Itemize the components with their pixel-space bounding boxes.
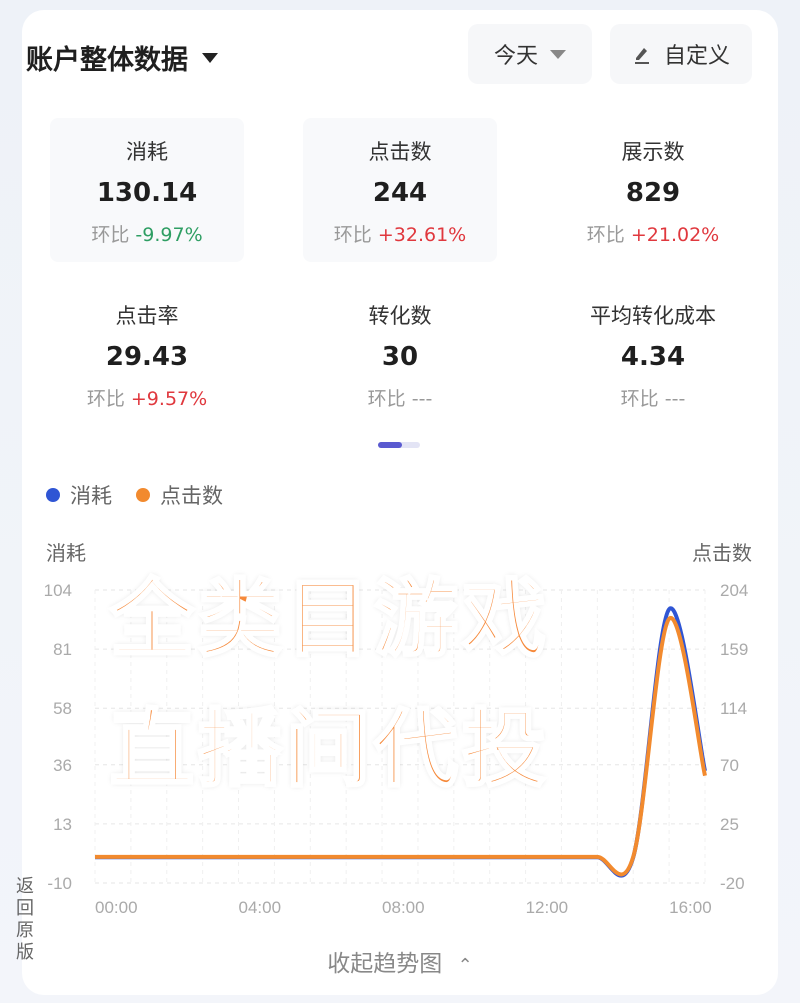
watermark-line2: 直播间代投 bbox=[108, 699, 551, 800]
x-tick-label: 00:00 bbox=[95, 898, 138, 917]
caret-down-icon bbox=[202, 52, 218, 63]
metric-change: 环比 --- bbox=[620, 388, 686, 410]
metric-value: 4.34 bbox=[620, 342, 686, 372]
right-tick-label: 25 bbox=[720, 815, 739, 834]
watermark-line1: 全类目游戏 bbox=[108, 569, 551, 670]
collapse-label: 收起趋势图 bbox=[327, 951, 443, 977]
legend-spend[interactable]: 消耗 bbox=[46, 480, 112, 510]
metric-label: 点击率 bbox=[115, 304, 179, 328]
pager-active bbox=[378, 442, 402, 448]
x-tick-label: 12:00 bbox=[526, 898, 569, 917]
metric-change: 环比 +32.61% bbox=[333, 224, 467, 246]
left-axis-label: 消耗 bbox=[46, 541, 86, 565]
metric-value: 130.14 bbox=[96, 178, 198, 208]
left-tick-label: -10 bbox=[47, 874, 72, 893]
x-tick-label: 16:00 bbox=[669, 898, 712, 917]
caret-down-icon bbox=[550, 49, 566, 59]
metric-change: 环比 -9.97% bbox=[91, 224, 203, 246]
left-tick-label: 81 bbox=[53, 640, 72, 659]
metric-change: 环比 +9.57% bbox=[86, 388, 208, 410]
metric-value: 244 bbox=[372, 178, 428, 208]
legend-dot bbox=[46, 488, 60, 502]
left-tick-label: 36 bbox=[53, 756, 72, 775]
metric-change: 环比 +21.02% bbox=[586, 224, 720, 246]
metric-label: 点击数 bbox=[368, 140, 432, 164]
chart-legend: 消耗 点击数 bbox=[46, 480, 223, 510]
right-tick-label: -20 bbox=[720, 874, 745, 893]
date-range-value: 今天 bbox=[493, 44, 538, 69]
x-tick-label: 04:00 bbox=[239, 898, 282, 917]
left-tick-label: 104 bbox=[44, 581, 72, 600]
x-tick-label: 08:00 bbox=[382, 898, 425, 917]
right-axis-label: 点击数 bbox=[692, 541, 752, 565]
collapse-trend-button[interactable]: 收起趋势图 ⌃ bbox=[0, 944, 800, 978]
metric-change: 环比 --- bbox=[367, 388, 433, 410]
chevron-up-icon: ⌃ bbox=[457, 955, 473, 976]
right-tick-label: 114 bbox=[720, 699, 747, 718]
metric-card[interactable]: 消耗 130.14 环比 -9.97% bbox=[50, 118, 244, 262]
metric-value: 30 bbox=[381, 342, 419, 372]
metric-label: 展示数 bbox=[621, 140, 685, 164]
metric-card[interactable]: 转化数 30 环比 --- bbox=[300, 282, 500, 411]
legend-clicks[interactable]: 点击数 bbox=[136, 480, 223, 510]
metric-value: 829 bbox=[625, 178, 681, 208]
pencil-icon bbox=[634, 48, 649, 64]
account-overview-dropdown[interactable]: 账户整体数据 bbox=[26, 38, 218, 77]
legend-label: 消耗 bbox=[70, 484, 112, 508]
right-tick-label: 204 bbox=[720, 581, 748, 600]
page-title: 账户整体数据 bbox=[26, 45, 188, 76]
right-tick-label: 159 bbox=[720, 640, 748, 659]
legend-dot bbox=[136, 488, 150, 502]
metric-label: 转化数 bbox=[368, 304, 432, 328]
date-range-select[interactable]: 今天 bbox=[468, 24, 592, 84]
customize-label: 自定义 bbox=[663, 44, 730, 69]
return-original-button[interactable]: 返回原版 bbox=[16, 876, 34, 963]
metric-card[interactable]: 展示数 829 环比 +21.02% bbox=[553, 118, 753, 247]
series-line-1 bbox=[94, 616, 707, 877]
right-tick-label: 70 bbox=[720, 756, 739, 775]
legend-label: 点击数 bbox=[160, 484, 223, 508]
metric-label: 消耗 bbox=[126, 140, 168, 164]
metric-card[interactable]: 点击数 244 环比 +32.61% bbox=[303, 118, 497, 262]
metric-value: 29.43 bbox=[105, 342, 189, 372]
metrics-pager[interactable] bbox=[378, 442, 420, 448]
metric-card[interactable]: 点击率 29.43 环比 +9.57% bbox=[47, 282, 247, 411]
metric-card[interactable]: 平均转化成本 4.34 环比 --- bbox=[553, 282, 753, 411]
customize-button[interactable]: 自定义 bbox=[610, 24, 752, 84]
metric-label: 平均转化成本 bbox=[590, 304, 716, 328]
left-tick-label: 58 bbox=[53, 699, 72, 718]
left-tick-label: 13 bbox=[53, 815, 72, 834]
